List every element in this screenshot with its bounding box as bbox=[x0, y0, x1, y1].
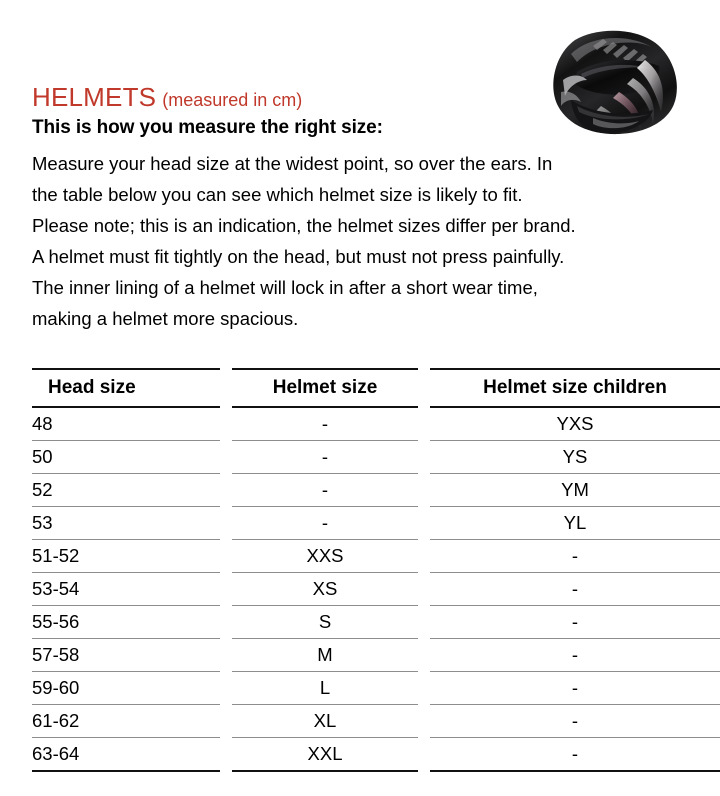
cell-helmet-children: YM bbox=[430, 474, 720, 507]
intro-text: Measure your head size at the widest poi… bbox=[32, 148, 692, 334]
table-header-row: Head size Helmet size Helmet size childr… bbox=[32, 368, 720, 408]
table-row: 48 - YXS bbox=[32, 408, 720, 441]
intro-line: The inner lining of a helmet will lock i… bbox=[32, 277, 538, 298]
cell-helmet-children: YS bbox=[430, 441, 720, 474]
table-row: 50 - YS bbox=[32, 441, 720, 474]
cell-head-size: 53-54 bbox=[32, 573, 220, 606]
cell-helmet-size: S bbox=[232, 606, 418, 639]
table-row: 51-52 XXS - bbox=[32, 540, 720, 573]
page-title-suffix: (measured in cm) bbox=[162, 90, 303, 110]
column-header-helmet-children: Helmet size children bbox=[430, 368, 720, 408]
page-title-row: HELMETS (measured in cm) bbox=[32, 82, 302, 113]
cell-helmet-size: - bbox=[232, 474, 418, 507]
size-table-container: Head size Helmet size Helmet size childr… bbox=[32, 368, 720, 772]
cell-helmet-children: - bbox=[430, 573, 720, 606]
table-row: 52 - YM bbox=[32, 474, 720, 507]
table-row: 61-62 XL - bbox=[32, 705, 720, 738]
cell-helmet-size: XXL bbox=[232, 738, 418, 772]
cell-helmet-children: - bbox=[430, 606, 720, 639]
cell-helmet-size: XL bbox=[232, 705, 418, 738]
cell-helmet-children: - bbox=[430, 672, 720, 705]
size-table-header: Head size Helmet size Helmet size childr… bbox=[32, 368, 720, 408]
cell-helmet-size: - bbox=[232, 507, 418, 540]
helmet-product-image bbox=[541, 26, 691, 138]
table-row: 53 - YL bbox=[32, 507, 720, 540]
intro-line: Measure your head size at the widest poi… bbox=[32, 153, 553, 174]
cell-helmet-children: - bbox=[430, 540, 720, 573]
cell-helmet-size: - bbox=[232, 408, 418, 441]
column-header-head-size: Head size bbox=[32, 368, 220, 408]
cell-helmet-children: - bbox=[430, 639, 720, 672]
cell-helmet-size: - bbox=[232, 441, 418, 474]
intro-line: the table below you can see which helmet… bbox=[32, 184, 523, 205]
table-row: 57-58 M - bbox=[32, 639, 720, 672]
cell-head-size: 63-64 bbox=[32, 738, 220, 772]
cell-head-size: 55-56 bbox=[32, 606, 220, 639]
intro-line: Please note; this is an indication, the … bbox=[32, 215, 576, 236]
measure-subheading: This is how you measure the right size: bbox=[32, 117, 383, 138]
page-title: HELMETS bbox=[32, 82, 157, 112]
table-row: 55-56 S - bbox=[32, 606, 720, 639]
intro-line: making a helmet more spacious. bbox=[32, 308, 299, 329]
cell-helmet-size: XS bbox=[232, 573, 418, 606]
cell-helmet-size: M bbox=[232, 639, 418, 672]
table-row: 63-64 XXL - bbox=[32, 738, 720, 772]
size-table: Head size Helmet size Helmet size childr… bbox=[20, 368, 720, 772]
cell-head-size: 53 bbox=[32, 507, 220, 540]
cell-helmet-size: XXS bbox=[232, 540, 418, 573]
cell-head-size: 61-62 bbox=[32, 705, 220, 738]
cell-head-size: 50 bbox=[32, 441, 220, 474]
cell-helmet-children: YL bbox=[430, 507, 720, 540]
cell-helmet-children: - bbox=[430, 738, 720, 772]
cell-helmet-size: L bbox=[232, 672, 418, 705]
cell-head-size: 59-60 bbox=[32, 672, 220, 705]
table-row: 53-54 XS - bbox=[32, 573, 720, 606]
helmet-illustration bbox=[553, 30, 677, 135]
table-row: 59-60 L - bbox=[32, 672, 720, 705]
cell-helmet-children: YXS bbox=[430, 408, 720, 441]
size-table-body: 48 - YXS 50 - YS 52 - YM 53 - YL bbox=[32, 408, 720, 772]
cell-head-size: 51-52 bbox=[32, 540, 220, 573]
column-header-helmet-size: Helmet size bbox=[232, 368, 418, 408]
cell-head-size: 48 bbox=[32, 408, 220, 441]
cell-head-size: 52 bbox=[32, 474, 220, 507]
cell-head-size: 57-58 bbox=[32, 639, 220, 672]
intro-line: A helmet must fit tightly on the head, b… bbox=[32, 246, 565, 267]
cell-helmet-children: - bbox=[430, 705, 720, 738]
